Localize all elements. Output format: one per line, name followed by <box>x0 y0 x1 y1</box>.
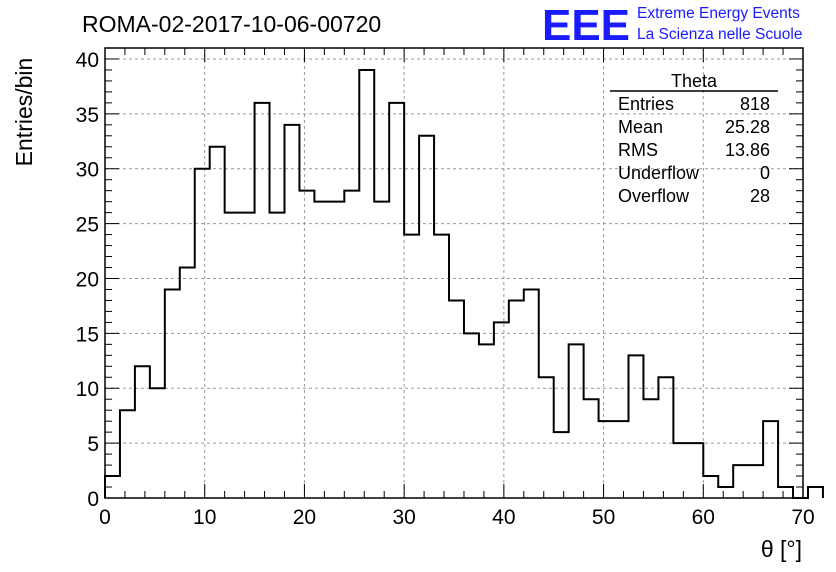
histogram-bin <box>479 344 494 498</box>
x-tick-label: 30 <box>392 506 415 529</box>
y-axis-label: Entries/bin <box>11 58 37 167</box>
histogram-bin <box>255 103 270 498</box>
histogram-bin <box>599 421 614 498</box>
histogram-bin <box>120 410 135 498</box>
histogram-bin <box>389 103 404 498</box>
histogram-bin <box>165 289 180 498</box>
histogram-bin <box>434 235 449 498</box>
histogram-series <box>104 68 824 499</box>
logo-line1: Extreme Energy Events <box>637 5 800 22</box>
histogram-bin <box>703 476 718 498</box>
x-axis-label: θ [°] <box>761 536 802 562</box>
histogram-bin <box>270 213 285 498</box>
histogram-bin <box>299 191 314 498</box>
histogram-bin <box>748 465 763 498</box>
x-tick-label: 70 <box>791 506 814 529</box>
y-tick-label: 10 <box>76 378 99 401</box>
histogram-bin <box>569 344 584 498</box>
histogram-bin <box>329 202 344 498</box>
histogram-bin <box>464 333 479 498</box>
stats-row-label: Underflow <box>618 163 700 183</box>
histogram-bin <box>284 125 299 498</box>
stats-row-value: 818 <box>740 94 770 114</box>
x-axis: 0 10 20 30 40 50 60 70 <box>99 48 815 529</box>
x-tick-label: 50 <box>592 506 615 529</box>
histogram-bin <box>374 202 389 498</box>
histogram-bin <box>494 322 509 498</box>
y-tick-label: 20 <box>76 268 99 291</box>
logo-line2: La Scienza nelle Scuole <box>637 26 802 43</box>
histogram-bin <box>658 377 673 498</box>
stats-row-value: 25.28 <box>725 117 770 137</box>
histogram-bin <box>195 169 210 498</box>
histogram-bin <box>225 213 240 498</box>
grid-lines <box>105 48 803 498</box>
histogram-bin <box>404 235 419 498</box>
histogram-bin <box>778 487 793 498</box>
histogram-bin <box>524 289 539 498</box>
y-axis: 0 5 10 15 20 25 30 35 40 <box>76 47 803 511</box>
histogram-bin <box>419 136 434 498</box>
stats-row-value: 28 <box>750 186 770 206</box>
x-tick-label: 60 <box>692 506 715 529</box>
histogram-bin <box>539 377 554 498</box>
stats-box: Theta Entries 818 Mean 25.28 RMS 13.86 Underflo… <box>610 71 778 206</box>
x-tick-label: 40 <box>492 506 515 529</box>
histogram-bin <box>718 487 733 498</box>
histogram-bin <box>629 355 644 498</box>
x-tick-label: 20 <box>293 506 316 529</box>
y-tick-label: 5 <box>87 433 99 456</box>
x-tick-label: 0 <box>99 506 111 529</box>
histogram-bin <box>733 465 748 498</box>
histogram-bin <box>688 443 703 498</box>
histogram-bin <box>554 432 569 498</box>
histogram-bin <box>614 421 629 498</box>
chart-title: ROMA-02-2017-10-06-00720 <box>82 11 381 37</box>
histogram-bin <box>763 421 778 498</box>
stats-title: Theta <box>671 71 718 91</box>
stats-row-value: 13.86 <box>725 140 770 160</box>
eee-logo: EEE Extreme Energy Events La Scienza nel… <box>542 1 802 50</box>
histogram-bin <box>240 213 255 498</box>
histogram-bin <box>344 191 359 498</box>
plot-area-border <box>104 47 804 499</box>
stats-row-value: 0 <box>760 163 770 183</box>
histogram-bin <box>643 399 658 498</box>
stats-row-label: Entries <box>618 94 674 114</box>
histogram-bin <box>359 70 374 498</box>
stats-row-label: RMS <box>618 140 658 160</box>
plot-frame <box>104 47 804 499</box>
histogram-bin <box>314 202 329 498</box>
histogram-bin <box>808 487 823 498</box>
stats-row-label: Mean <box>618 117 663 137</box>
logo-mark: EEE <box>542 1 630 50</box>
histogram-bin <box>584 399 599 498</box>
y-tick-label: 30 <box>76 159 99 182</box>
y-tick-label: 35 <box>76 104 99 127</box>
histogram-outline <box>104 68 824 499</box>
histogram-bin <box>449 300 464 498</box>
histogram-bin <box>150 388 165 498</box>
histogram-bin <box>210 147 225 498</box>
histogram-bin <box>135 366 150 498</box>
histogram-bin <box>509 300 524 498</box>
y-tick-label: 40 <box>76 49 99 72</box>
y-tick-label: 15 <box>76 323 99 346</box>
histogram-bin <box>673 443 688 498</box>
stats-row-label: Overflow <box>618 186 690 206</box>
y-tick-label: 0 <box>87 488 99 511</box>
y-tick-label: 25 <box>76 214 99 237</box>
x-tick-label: 10 <box>193 506 216 529</box>
histogram-bin <box>180 268 195 498</box>
